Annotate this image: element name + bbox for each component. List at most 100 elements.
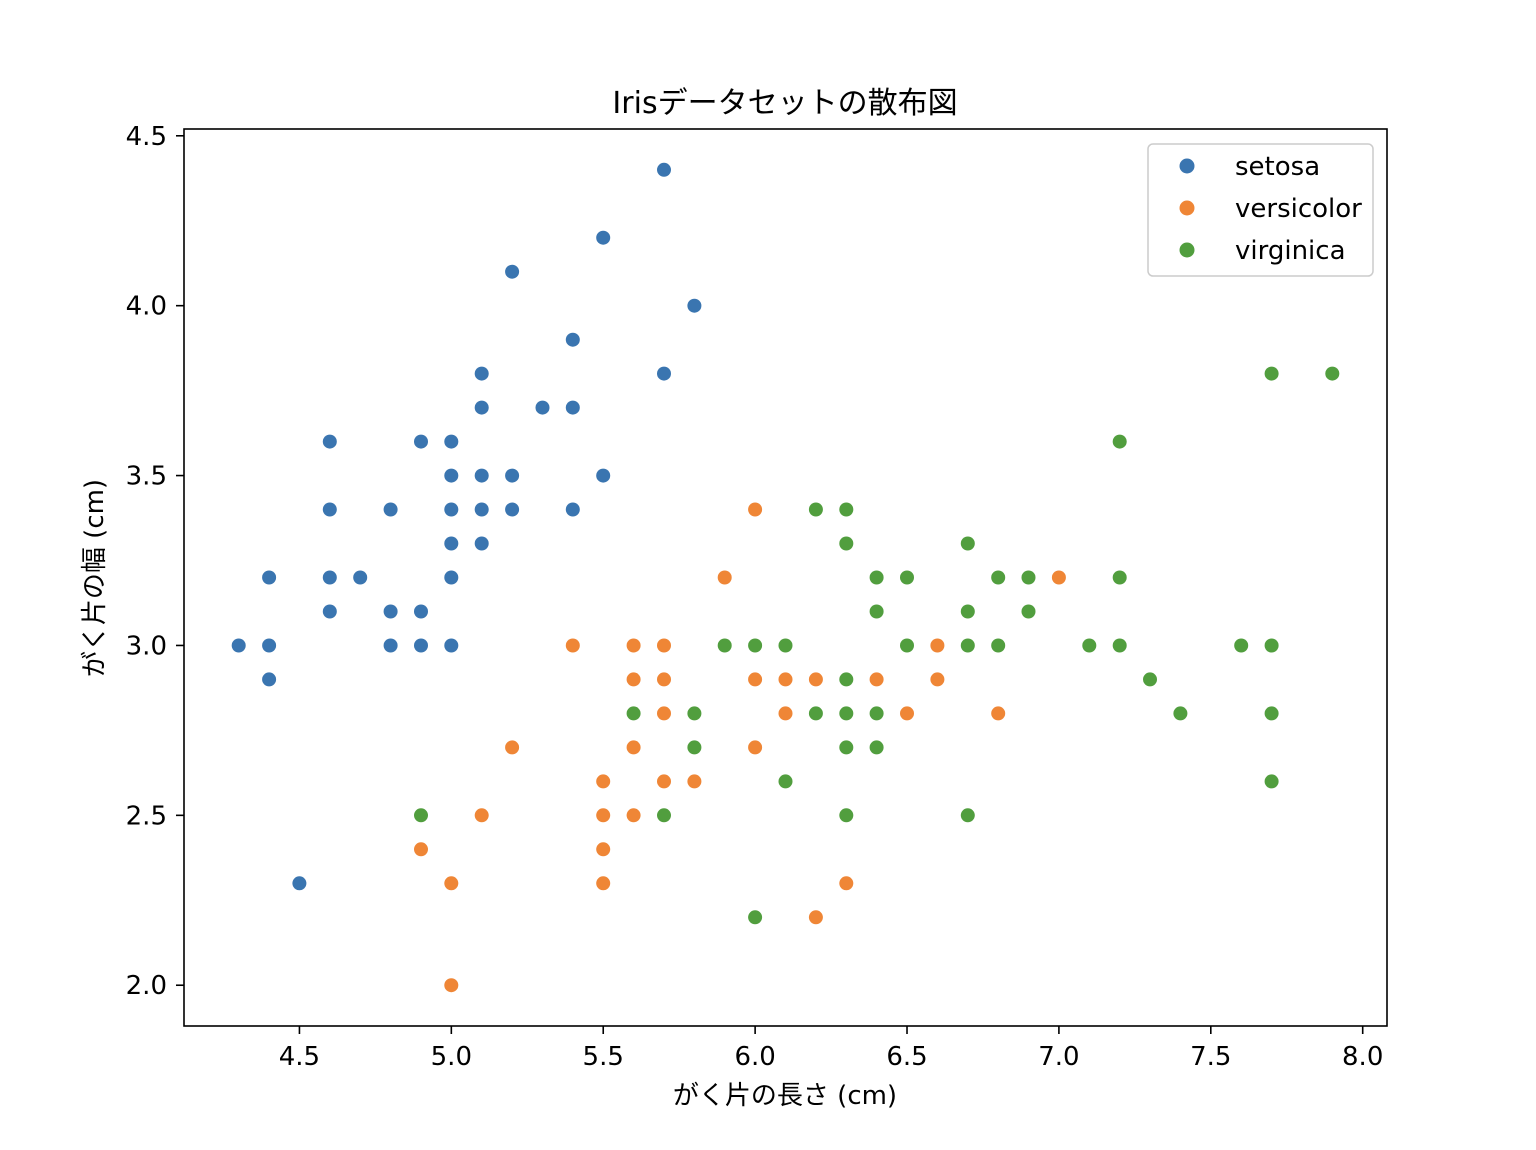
point-setosa-36 — [444, 638, 459, 653]
point-versicolor-0 — [748, 502, 763, 517]
point-setosa-14 — [474, 468, 489, 483]
x-tick-label-5: 7.0 — [1038, 1042, 1079, 1072]
point-virginica-1 — [1325, 366, 1340, 381]
point-virginica-20 — [991, 638, 1006, 653]
point-versicolor-29 — [444, 876, 459, 891]
point-virginica-28 — [687, 706, 702, 721]
point-versicolor-24 — [474, 808, 489, 823]
point-virginica-6 — [960, 536, 975, 551]
point-setosa-17 — [322, 502, 337, 517]
point-virginica-42 — [960, 808, 975, 823]
y-tick-label-3: 3.5 — [126, 462, 167, 492]
legend-box — [1147, 143, 1374, 277]
point-setosa-29 — [322, 604, 337, 619]
point-virginica-31 — [869, 706, 884, 721]
point-setosa-26 — [322, 570, 337, 585]
legend-label-virginica: virginica — [1235, 236, 1346, 266]
point-setosa-15 — [505, 468, 520, 483]
point-versicolor-15 — [778, 706, 793, 721]
point-setosa-12 — [444, 434, 459, 449]
point-versicolor-4 — [626, 638, 641, 653]
point-virginica-29 — [808, 706, 823, 721]
point-setosa-25 — [262, 570, 277, 585]
point-virginica-43 — [748, 910, 763, 925]
point-virginica-7 — [869, 570, 884, 585]
point-setosa-4 — [565, 332, 580, 347]
point-versicolor-2 — [1051, 570, 1066, 585]
legend-marker-virginica — [1179, 242, 1195, 258]
point-virginica-18 — [900, 638, 914, 653]
point-versicolor-28 — [596, 842, 611, 857]
y-tick-label-5: 4.5 — [126, 122, 167, 152]
point-virginica-5 — [839, 536, 854, 551]
point-virginica-11 — [1112, 570, 1127, 585]
point-virginica-23 — [1234, 638, 1249, 653]
y-tick-label-2: 3.0 — [126, 631, 167, 661]
point-setosa-5 — [474, 366, 489, 381]
point-setosa-10 — [322, 434, 337, 449]
point-versicolor-19 — [626, 740, 641, 755]
point-virginica-2 — [1112, 434, 1127, 449]
point-setosa-9 — [565, 400, 580, 415]
plot-frame — [183, 128, 1388, 1027]
point-setosa-2 — [505, 264, 520, 279]
chart-title: Irisデータセットの散布図 — [612, 86, 957, 121]
point-setosa-23 — [444, 536, 459, 551]
point-versicolor-1 — [717, 570, 732, 585]
point-versicolor-26 — [626, 808, 641, 823]
point-versicolor-14 — [657, 706, 671, 721]
x-tick-label-1: 5.0 — [431, 1042, 472, 1072]
point-virginica-8 — [900, 570, 914, 585]
point-versicolor-25 — [596, 808, 611, 823]
point-versicolor-13 — [930, 672, 945, 687]
point-virginica-21 — [1082, 638, 1097, 653]
legend-marker-setosa — [1179, 158, 1195, 174]
point-setosa-19 — [444, 502, 459, 517]
point-setosa-22 — [565, 502, 580, 517]
point-virginica-15 — [717, 638, 732, 653]
point-virginica-25 — [839, 672, 854, 687]
point-versicolor-30 — [596, 876, 611, 891]
point-virginica-24 — [1264, 638, 1279, 653]
point-virginica-22 — [1112, 638, 1127, 653]
point-setosa-32 — [231, 638, 246, 653]
point-setosa-6 — [657, 366, 671, 381]
point-setosa-28 — [444, 570, 459, 585]
y-tick-label-1: 2.5 — [126, 801, 167, 831]
point-virginica-32 — [1173, 706, 1188, 721]
point-setosa-11 — [414, 434, 428, 449]
point-virginica-34 — [687, 740, 702, 755]
y-axis: 2.0 2.5 3.0 3.5 4.0 4.5 — [126, 122, 184, 1001]
point-setosa-20 — [474, 502, 489, 517]
point-virginica-39 — [414, 808, 428, 823]
point-virginica-16 — [748, 638, 763, 653]
point-versicolor-5 — [657, 638, 671, 653]
point-virginica-26 — [1143, 672, 1157, 687]
point-versicolor-12 — [869, 672, 884, 687]
point-setosa-13 — [444, 468, 459, 483]
x-tick-label-2: 5.5 — [583, 1042, 624, 1072]
point-virginica-9 — [991, 570, 1006, 585]
point-setosa-7 — [474, 400, 489, 415]
point-setosa-3 — [687, 298, 702, 313]
x-axis: 4.5 5.0 5.5 6.0 6.5 7.0 7.5 8.0 — [279, 1026, 1383, 1072]
point-virginica-0 — [1264, 366, 1279, 381]
point-virginica-3 — [808, 502, 823, 517]
point-virginica-17 — [778, 638, 793, 653]
point-versicolor-9 — [748, 672, 763, 687]
point-virginica-13 — [960, 604, 975, 619]
point-virginica-40 — [657, 808, 671, 823]
point-versicolor-32 — [808, 910, 823, 925]
point-virginica-35 — [839, 740, 854, 755]
point-setosa-27 — [353, 570, 368, 585]
point-versicolor-31 — [839, 876, 854, 891]
point-setosa-21 — [505, 502, 520, 517]
point-virginica-33 — [1264, 706, 1279, 721]
point-virginica-38 — [1264, 774, 1279, 789]
x-tick-label-0: 4.5 — [279, 1042, 320, 1072]
x-tick-label-3: 6.0 — [734, 1042, 775, 1072]
point-setosa-18 — [383, 502, 398, 517]
point-versicolor-10 — [778, 672, 793, 687]
point-virginica-37 — [778, 774, 793, 789]
